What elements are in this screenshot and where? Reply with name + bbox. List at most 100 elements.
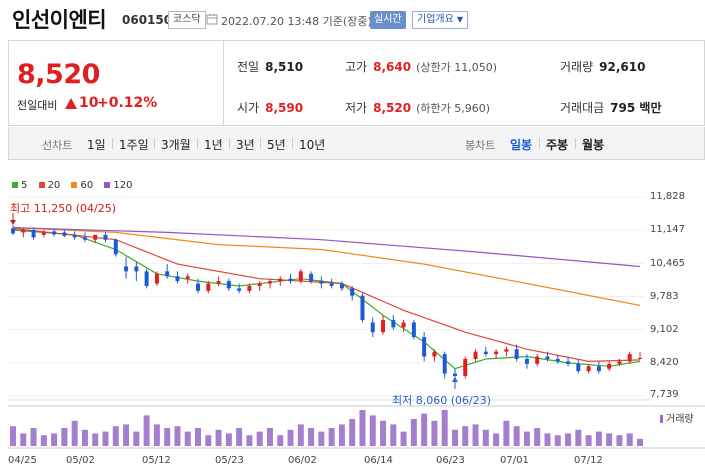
candle-body	[196, 283, 201, 291]
legend-ma-120: 120	[104, 180, 133, 191]
high-label: 고가	[345, 60, 368, 74]
volume-label: 거래량	[560, 60, 594, 74]
y-tick: 11,147	[650, 224, 685, 235]
candle-body	[473, 351, 478, 359]
period-5y[interactable]: 5년	[267, 138, 286, 152]
candle-chart-label: 봉차트	[465, 139, 496, 152]
low-arrow-head	[451, 377, 458, 382]
candle-body	[278, 278, 283, 282]
separator	[197, 138, 198, 149]
period-10y[interactable]: 10년	[299, 138, 326, 152]
high-annotation: 최고 11,250 (04/25)	[10, 202, 117, 215]
candle	[370, 317, 375, 338]
volume-bar	[20, 433, 27, 446]
candle	[288, 273, 293, 284]
candle-body	[72, 234, 77, 238]
open-value: 8,590	[265, 101, 304, 115]
volume-bar	[513, 426, 520, 446]
legend-label: 120	[113, 180, 133, 191]
y-tick: 9,102	[650, 324, 679, 335]
volume-bar	[195, 428, 202, 446]
candle	[617, 358, 622, 367]
candle-body	[452, 373, 457, 376]
volume-bar	[225, 433, 232, 446]
period-3y[interactable]: 3년	[236, 138, 255, 152]
candle-body	[514, 349, 519, 359]
y-tick: 8,420	[650, 357, 679, 368]
separator	[154, 138, 155, 149]
lower-limit: (하한가 5,960)	[416, 102, 490, 115]
candle	[21, 227, 26, 238]
period-1d[interactable]: 1일	[87, 138, 106, 152]
candle-body	[62, 232, 67, 236]
candle-body	[237, 288, 242, 291]
metric-prev-close: 전일 8,510	[237, 58, 303, 75]
company-info-dropdown[interactable]: 기업개요 ▼	[412, 11, 468, 29]
candle-body	[31, 229, 36, 238]
volume-bar	[102, 431, 109, 446]
volume-bar	[266, 428, 273, 446]
candle-daily[interactable]: 일봉	[510, 138, 533, 152]
candle	[566, 356, 571, 367]
metric-volume: 거래량 92,610	[560, 58, 645, 75]
period-3m[interactable]: 3개월	[161, 138, 191, 152]
volume-bar	[359, 410, 366, 446]
separator	[292, 138, 293, 149]
company-name: 인선이엔티	[12, 8, 107, 32]
candle-weekly[interactable]: 주봉	[546, 138, 569, 152]
candle	[422, 332, 427, 362]
candle	[627, 351, 632, 364]
volume-bar	[390, 424, 397, 446]
realtime-button[interactable]: 실시간	[370, 11, 406, 29]
ma-line-120	[12, 227, 641, 268]
candle-body	[617, 361, 622, 364]
separator	[575, 138, 576, 149]
candle	[196, 278, 201, 294]
period-1y[interactable]: 1년	[204, 138, 223, 152]
candle-monthly[interactable]: 월봉	[582, 138, 605, 152]
candle-body	[82, 237, 87, 240]
volume-bar	[585, 435, 592, 446]
candle	[11, 225, 15, 235]
candle	[411, 320, 416, 340]
candle-body	[103, 234, 108, 240]
candle	[504, 346, 509, 357]
divider	[223, 41, 224, 125]
candle	[391, 315, 396, 330]
volume-bar	[10, 426, 16, 446]
x-tick: 07/01	[500, 455, 529, 466]
volume-bar	[575, 429, 582, 446]
change-rate: +0.12%	[97, 95, 158, 111]
volume-bar	[277, 435, 284, 446]
candle	[586, 363, 591, 374]
candle-body	[391, 320, 396, 328]
low-value: 8,520	[373, 101, 412, 115]
volume-bar	[164, 428, 171, 446]
candle-body	[535, 356, 540, 364]
volume-bar	[215, 429, 222, 446]
candle	[555, 355, 560, 364]
legend-ma-60: 60	[71, 180, 93, 191]
candle-body	[309, 273, 314, 282]
metric-low: 저가 8,520 (하한가 5,960)	[345, 99, 490, 116]
stock-header: 인선이엔티 060150 코스닥 2022.07.20 13:48 기준(장중)…	[0, 0, 705, 40]
candle	[483, 346, 488, 357]
moving-average-lines	[8, 196, 645, 397]
candle	[514, 344, 519, 362]
candle	[463, 356, 468, 379]
candle-body	[11, 228, 15, 234]
candle	[113, 238, 118, 257]
volume-bar	[493, 433, 500, 446]
volume-bar	[184, 431, 191, 446]
volume-bar	[236, 428, 243, 446]
volume-bar	[205, 435, 212, 446]
candle-body	[504, 349, 509, 352]
candle-body	[576, 363, 581, 372]
timestamp: 2022.07.20 13:48 기준(장중)	[221, 15, 372, 28]
volume-bar	[287, 429, 294, 446]
period-1w[interactable]: 1주일	[119, 138, 149, 152]
volume-bar	[328, 428, 335, 446]
volume-bar	[40, 435, 47, 446]
volume-bar	[554, 435, 561, 446]
volume-bar	[256, 431, 263, 446]
